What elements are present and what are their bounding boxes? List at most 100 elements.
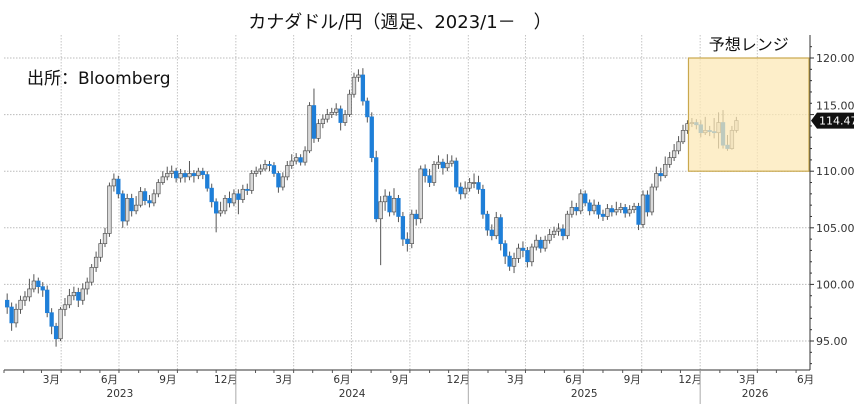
candle: [654, 166, 659, 191]
candle: [107, 182, 112, 237]
candle: [76, 287, 81, 308]
candle: [520, 241, 526, 258]
candle: [676, 136, 681, 155]
candle: [227, 191, 232, 208]
candle-body-up: [511, 258, 517, 267]
x-month-label: 3月: [43, 374, 60, 386]
candle-body-up: [98, 243, 103, 258]
y-tick-label: 100.00: [816, 278, 855, 291]
candle-body-down: [191, 173, 197, 177]
candle-body-down: [458, 186, 463, 195]
candle: [316, 119, 321, 142]
candle: [13, 303, 19, 328]
candle-body-up: [156, 182, 161, 195]
candle: [422, 164, 428, 183]
x-month-label: 12月: [447, 374, 471, 386]
candle: [556, 223, 561, 236]
candle: [547, 228, 552, 244]
candle: [480, 184, 486, 219]
candle-body-up: [329, 111, 334, 115]
candle: [347, 89, 352, 117]
candle: [680, 124, 686, 145]
candle: [111, 173, 117, 192]
candle-body-down: [200, 170, 205, 175]
candle: [645, 190, 650, 217]
candle-body-up: [436, 161, 441, 165]
candle-body-up: [165, 173, 170, 178]
candle: [85, 277, 90, 295]
candle: [58, 307, 63, 341]
candle: [205, 171, 210, 192]
candle: [196, 167, 201, 180]
candle-body-down: [360, 74, 366, 102]
candle-body-up: [31, 280, 37, 290]
candle: [240, 184, 245, 203]
candle-body-up: [591, 204, 597, 212]
candle: [627, 205, 632, 217]
candle: [623, 204, 628, 218]
candle: [45, 285, 50, 318]
candle-body-up: [516, 247, 521, 259]
candle-body-down: [267, 164, 272, 166]
candle-body-up: [67, 295, 72, 306]
candle: [258, 164, 263, 175]
x-month-label: 3月: [739, 374, 756, 386]
candle: [298, 154, 303, 166]
candle: [427, 168, 432, 188]
candle-body-down: [5, 299, 10, 308]
candle-body-down: [422, 168, 428, 177]
candle: [342, 110, 348, 126]
candle-body-up: [431, 164, 437, 183]
candle-body-down: [214, 201, 219, 214]
candle: [102, 227, 108, 248]
candle: [640, 190, 646, 228]
candle-body-up: [347, 93, 352, 115]
candle-body-down: [538, 239, 543, 249]
y-tick-label: 120.00: [816, 52, 855, 65]
candle: [276, 171, 281, 193]
candle-body-down: [116, 178, 121, 195]
candle: [147, 194, 152, 208]
candle: [382, 189, 388, 211]
candle-body-down: [520, 247, 526, 251]
candle: [334, 103, 339, 116]
y-tick-label: 95.00: [816, 335, 848, 348]
candle-body-up: [160, 176, 165, 183]
candle: [18, 295, 23, 314]
candle-body-up: [18, 299, 23, 310]
candle: [98, 239, 103, 262]
candle: [551, 226, 557, 238]
candle: [449, 155, 454, 167]
candle: [511, 252, 517, 274]
candle-body-down: [476, 182, 481, 190]
candle-body-down: [525, 250, 530, 263]
candle: [574, 202, 579, 216]
forecast-range-label: 予想レンジ: [709, 35, 789, 54]
candle: [289, 154, 294, 169]
x-month-label: 6月: [565, 374, 582, 386]
candle-body-up: [649, 186, 655, 213]
x-month-label: 6月: [333, 374, 350, 386]
candle: [503, 240, 508, 265]
candle-body-up: [529, 246, 534, 263]
candle: [471, 173, 477, 189]
candle: [129, 193, 134, 217]
candle: [133, 196, 139, 215]
candle: [365, 97, 370, 123]
candle: [458, 182, 463, 200]
source-label: 出所：Bloomberg: [27, 69, 171, 89]
x-month-label: 9月: [392, 374, 409, 386]
candle: [525, 247, 530, 268]
candle-body-down: [76, 291, 81, 301]
x-year-label: 2025: [571, 388, 598, 400]
candle: [596, 201, 601, 219]
candle-body-down: [338, 108, 343, 123]
candle-body-down: [374, 157, 379, 220]
candle-body-down: [583, 193, 588, 204]
candle: [311, 88, 317, 143]
candle-body-up: [640, 194, 646, 225]
candle: [667, 151, 672, 168]
candle: [498, 214, 503, 251]
candle-body-down: [36, 280, 41, 288]
